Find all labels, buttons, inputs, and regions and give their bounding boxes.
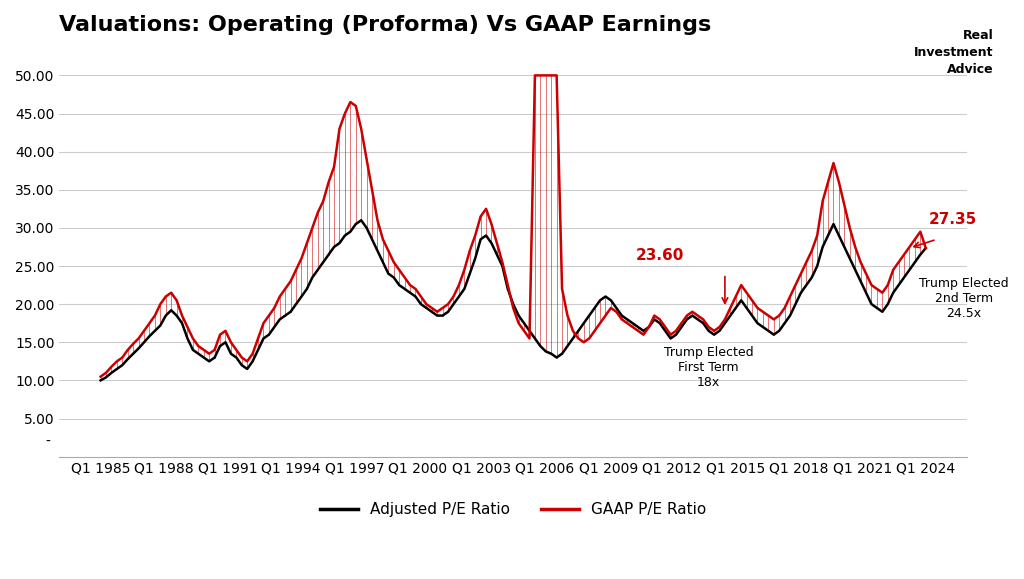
Text: Valuations: Operating (Proforma) Vs GAAP Earnings: Valuations: Operating (Proforma) Vs GAAP…	[59, 15, 712, 35]
Text: Trump Elected
First Term
18x: Trump Elected First Term 18x	[664, 346, 754, 389]
Text: 23.60: 23.60	[636, 248, 684, 263]
Text: -: -	[45, 434, 50, 448]
Text: Trump Elected
2nd Term
24.5x: Trump Elected 2nd Term 24.5x	[919, 277, 1009, 320]
Text: Real
Investment
Advice: Real Investment Advice	[913, 29, 993, 76]
Legend: Adjusted P/E Ratio, GAAP P/E Ratio: Adjusted P/E Ratio, GAAP P/E Ratio	[313, 496, 713, 523]
Text: 27.35: 27.35	[929, 212, 977, 227]
